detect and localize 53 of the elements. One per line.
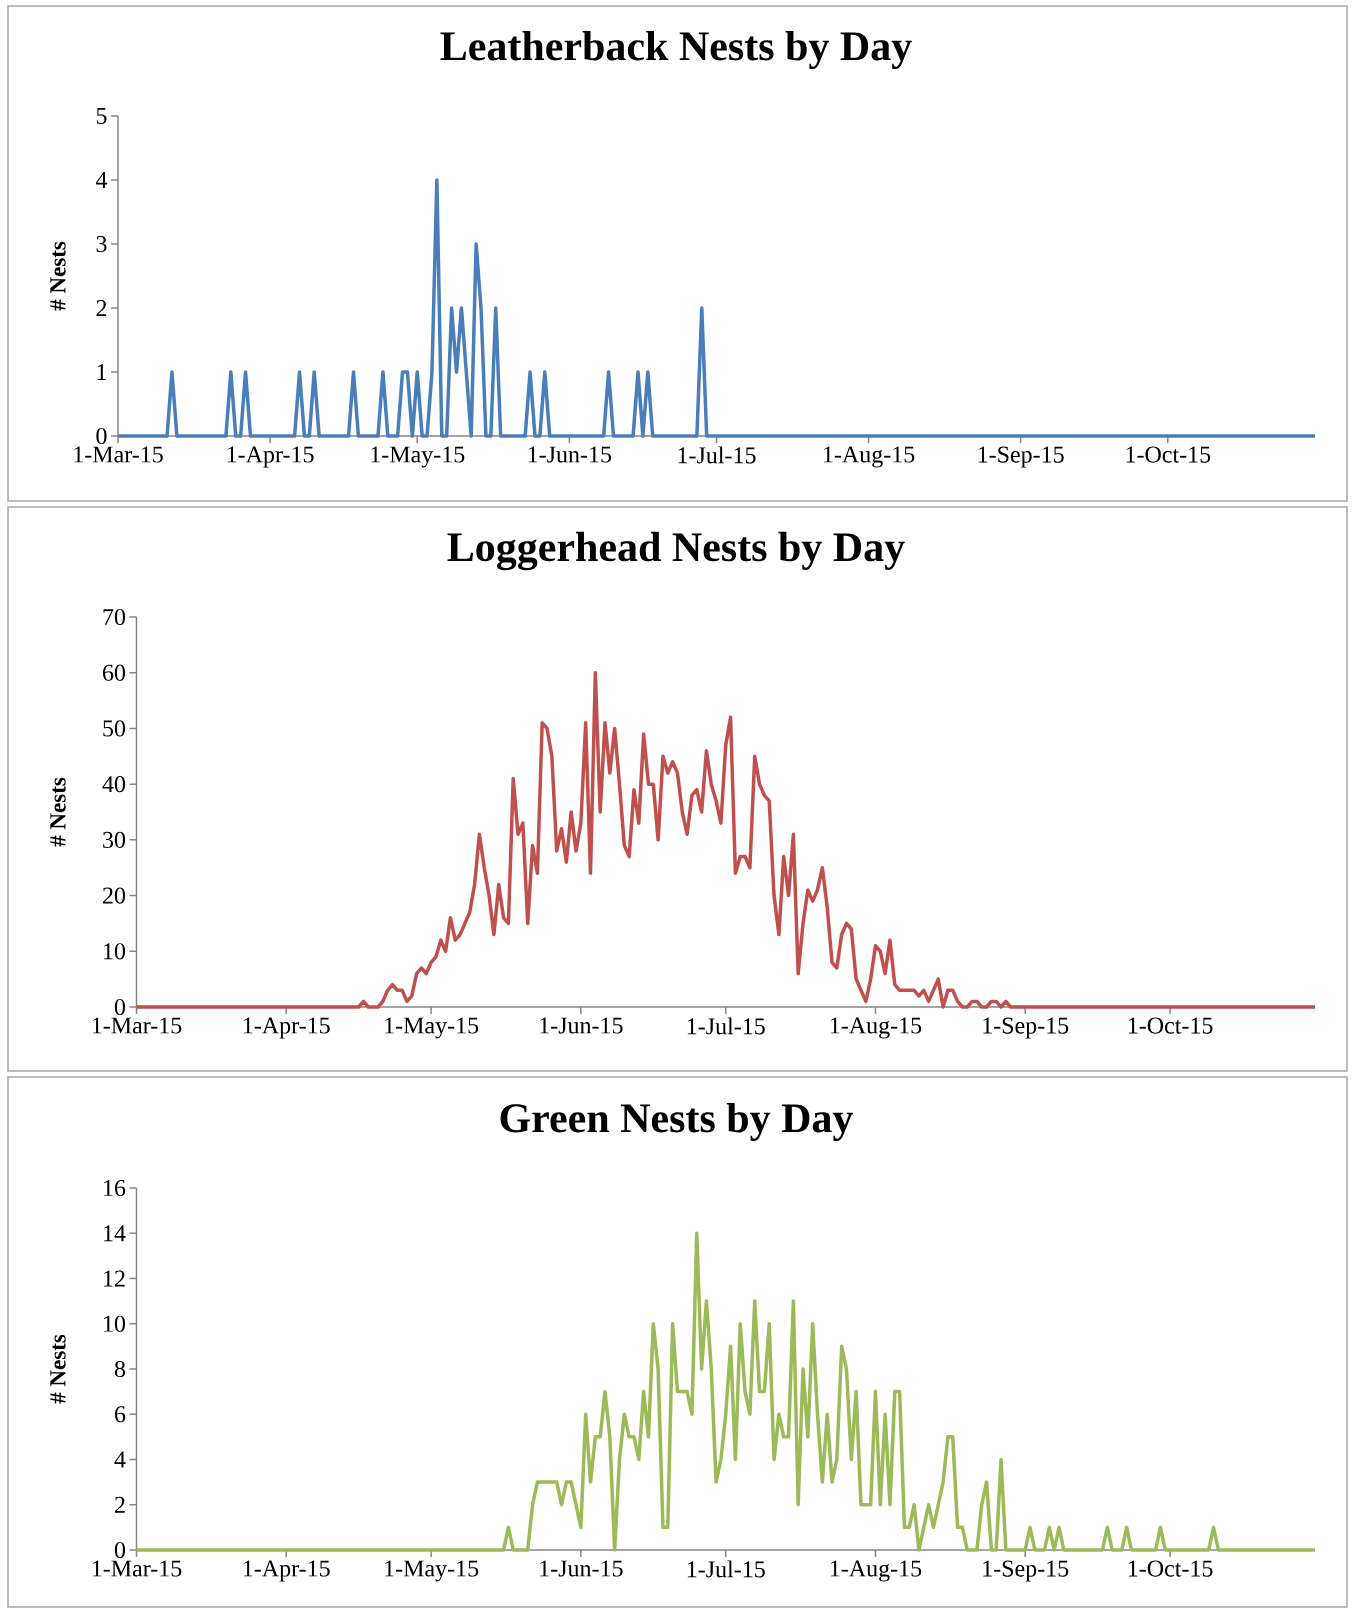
y-tick-label: 70 [103, 608, 126, 626]
y-axis-title: # Nests [50, 1334, 66, 1404]
chart-title: Green Nests by Day [500, 1102, 854, 1142]
y-tick-label: 14 [104, 1225, 126, 1242]
x-tick-label: 1-May-15 [371, 446, 465, 468]
x-tick-label: 1-Aug-15 [830, 1560, 922, 1582]
y-tick-label: 0 [114, 1541, 126, 1559]
y-tick-label: 10 [104, 943, 126, 960]
y-tick-label: 0 [96, 427, 107, 445]
x-tick-label: 1-Jul-15 [687, 1560, 765, 1578]
x-tick-label: 1-Oct-15 [1126, 446, 1211, 463]
chart-title: Leatherback Nests by Day [440, 30, 912, 70]
y-tick-label: 30 [103, 831, 126, 848]
y-tick-label: 16 [104, 1179, 126, 1197]
x-tick-label: 1-Apr-15 [243, 1560, 330, 1582]
y-tick-label: 60 [103, 664, 126, 681]
y-tick-label: 6 [115, 1406, 126, 1423]
chart-title: Loggerhead Nests by Day [447, 531, 905, 571]
y-tick-label: 4 [95, 172, 108, 188]
x-tick-label: 1-Oct-15 [1128, 1017, 1213, 1034]
y-tick-label: 2 [115, 1496, 125, 1513]
y-tick-label: 2 [96, 300, 107, 316]
x-tick-label: 1-Jun-15 [528, 446, 612, 463]
x-tick-label: 1-Apr-15 [227, 446, 314, 468]
y-tick-label: 12 [104, 1270, 125, 1287]
x-tick-label: 1-Aug-15 [830, 1017, 922, 1039]
y-tick-label: 50 [103, 720, 126, 737]
x-tick-label: 1-Sep-15 [983, 1017, 1069, 1039]
y-tick-label: 20 [103, 887, 126, 904]
y-tick-label: 0 [114, 998, 126, 1016]
x-tick-label: 1-Jul-15 [687, 1017, 765, 1035]
y-tick-label: 40 [102, 776, 126, 793]
x-tick-label: 1-Sep-15 [983, 1560, 1069, 1582]
x-tick-label: 1-Mar-15 [92, 1017, 182, 1034]
y-tick-label: 3 [96, 235, 107, 253]
y-axis-title: # Nests [50, 777, 66, 847]
y-tick-label: 10 [104, 1315, 126, 1332]
y-tick-label: 4 [114, 1451, 126, 1468]
x-tick-label: 1-Apr-15 [243, 1017, 330, 1039]
y-tick-label: 5 [96, 108, 107, 124]
y-tick-label: 8 [114, 1360, 126, 1378]
x-tick-label: 1-Jun-15 [540, 1017, 623, 1034]
x-tick-label: 1-Aug-15 [824, 446, 915, 468]
y-tick-label: 1 [97, 364, 107, 380]
x-tick-label: 1-Sep-15 [978, 446, 1064, 468]
x-tick-label: 1-Jul-15 [678, 446, 756, 464]
x-tick-label: 1-Oct-15 [1128, 1560, 1213, 1577]
x-tick-label: 1-Mar-15 [92, 1560, 182, 1577]
x-tick-label: 1-Mar-15 [74, 446, 163, 463]
x-tick-label: 1-May-15 [385, 1017, 479, 1039]
x-tick-label: 1-Jun-15 [540, 1560, 623, 1577]
y-axis-title: # Nests [50, 241, 66, 311]
x-tick-label: 1-May-15 [385, 1560, 479, 1582]
